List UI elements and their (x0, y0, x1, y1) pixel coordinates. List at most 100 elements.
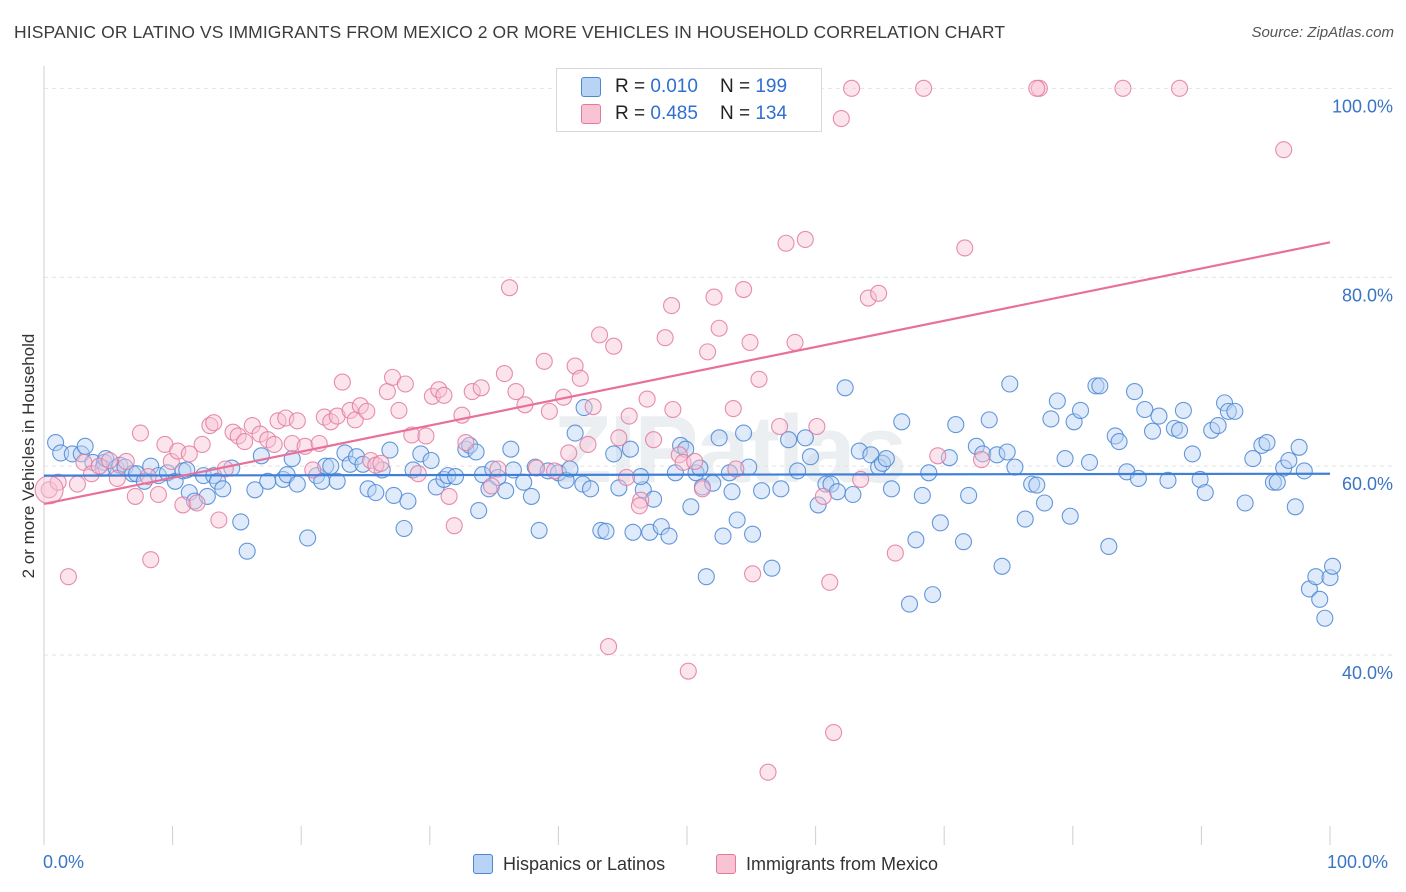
scatter-point (1150, 407, 1168, 425)
scatter-point (900, 595, 919, 613)
gridlines (44, 87, 1392, 656)
legend-n-value: 134 (755, 103, 788, 124)
scatter-point (974, 445, 992, 463)
scatter-point (480, 480, 498, 498)
scatter-point (232, 513, 250, 531)
scatter-point (913, 486, 931, 505)
scatter-point (180, 445, 198, 463)
scatter-point (1110, 433, 1128, 451)
scatter-point (484, 460, 502, 478)
scatter-point (1016, 510, 1034, 528)
scatter-point (288, 412, 306, 430)
scatter-point (1174, 401, 1192, 419)
scatter-point (246, 481, 264, 499)
scatter-point (645, 490, 663, 508)
scatter-point (1042, 410, 1060, 428)
scatter-point (621, 440, 639, 458)
scatter-point (724, 399, 742, 418)
scatter-point (131, 424, 149, 442)
scatter-point (1244, 450, 1262, 468)
scatter-point (440, 487, 458, 505)
scatter-point (34, 475, 64, 505)
scatter-point (265, 435, 283, 453)
scatter-point (359, 480, 377, 498)
scatter-point (886, 544, 904, 562)
scatter-point (1080, 453, 1099, 471)
scatter-point (1048, 392, 1066, 410)
scatter-point (162, 452, 180, 470)
scatter-point (210, 511, 228, 529)
scatter-point (682, 498, 700, 516)
scatter-point (1290, 438, 1308, 456)
scatter-point (877, 450, 895, 468)
scatter-point (1028, 79, 1046, 97)
scatter-point (600, 638, 618, 656)
scatter-point (744, 525, 762, 543)
scatter-point (149, 485, 168, 504)
scatter-point (777, 234, 795, 252)
scatter-point (697, 568, 715, 586)
scatter-point (801, 448, 820, 466)
y-axis-label: 2 or more Vehicles in Household (19, 334, 38, 579)
scatter-point (772, 480, 790, 498)
scatter-point (1219, 402, 1237, 420)
scatter-point (299, 529, 317, 547)
scatter-point (618, 468, 636, 487)
legend-n-label: N = (719, 76, 751, 97)
x-axis-min-label: 0.0% (43, 852, 85, 872)
scatter-point (188, 494, 206, 512)
scatter-point (931, 514, 949, 532)
trend-line-hispanics (43, 472, 1331, 477)
scatter-point (378, 382, 396, 401)
scatter-point (705, 288, 723, 306)
scatter-point (333, 373, 351, 391)
scatter-point (117, 452, 135, 470)
scatter-point (929, 447, 947, 465)
scatter-point (744, 565, 762, 583)
scatter-point (59, 568, 77, 586)
scatter-point (238, 542, 256, 560)
scatter-point (664, 400, 682, 419)
scatter-point (1295, 462, 1313, 480)
scatter-point (844, 485, 862, 504)
scatter-point (1143, 422, 1162, 440)
scatter-point (214, 480, 232, 498)
scatter-point (584, 398, 602, 416)
scatter-point (814, 487, 832, 505)
scatter-point (1056, 450, 1074, 468)
scatter-point (714, 527, 732, 545)
y-tick-label: 100.0% (1332, 96, 1393, 116)
scatter-point (1028, 476, 1046, 494)
bottom-legend-mexico: Immigrants from Mexico (716, 852, 938, 876)
scatter-point (198, 487, 216, 505)
scatter-point (322, 413, 340, 431)
scatter-point (1183, 445, 1201, 463)
scatter-point (597, 522, 615, 540)
scatter-point (660, 527, 678, 545)
scatter-point (1268, 473, 1286, 491)
scatter-point (445, 517, 463, 535)
scatter-point (1129, 469, 1147, 487)
scatter-point (780, 431, 798, 449)
scatter-point (1087, 377, 1105, 395)
scatter-point (1170, 421, 1189, 439)
scatter-point (759, 763, 777, 781)
scatter-point (1125, 382, 1144, 401)
scatter-point (993, 557, 1011, 575)
scatter-point (1236, 494, 1254, 512)
scatter-point (821, 573, 839, 591)
scatter-point (924, 586, 942, 604)
scatter-point (399, 492, 417, 510)
scatter-point (1006, 458, 1024, 476)
hispanics-points (47, 375, 1342, 627)
scatter-point (828, 483, 847, 501)
legend-row-hispanics: R = 0.010 N = 199 (557, 74, 787, 100)
scatter-point (341, 401, 359, 419)
scatter-point (786, 333, 804, 351)
scatter-point (998, 443, 1016, 461)
scatter-point (735, 424, 753, 442)
scatter-point (1316, 609, 1334, 627)
legend-r-value: 0.010 (650, 76, 698, 97)
legend-r-label: R = (615, 76, 646, 97)
scatter-point (836, 379, 854, 397)
